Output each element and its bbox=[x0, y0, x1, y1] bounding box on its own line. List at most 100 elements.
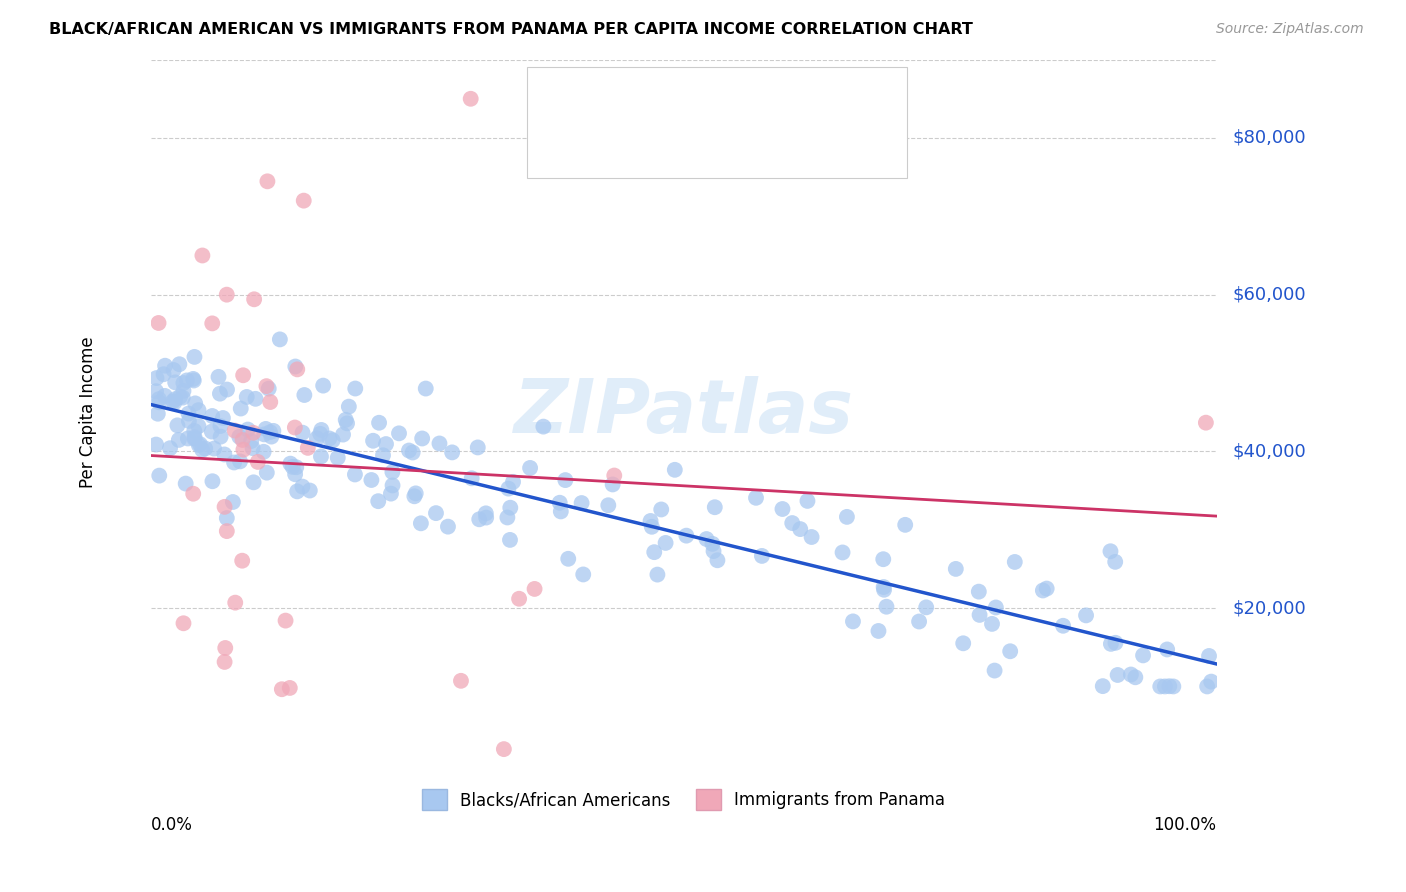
Point bbox=[153, 389, 176, 403]
Point bbox=[371, 448, 394, 462]
Point bbox=[215, 511, 238, 525]
Point bbox=[181, 372, 204, 386]
Point bbox=[1052, 619, 1074, 633]
Point bbox=[153, 359, 176, 373]
Point bbox=[254, 379, 277, 393]
Point bbox=[872, 580, 894, 594]
Point bbox=[405, 486, 427, 500]
Point bbox=[336, 417, 359, 431]
Point bbox=[292, 388, 315, 402]
Point bbox=[1199, 674, 1222, 689]
Point bbox=[800, 530, 823, 544]
Point bbox=[284, 359, 307, 374]
Point bbox=[253, 444, 276, 458]
Point bbox=[246, 455, 269, 469]
Point bbox=[981, 616, 1004, 631]
Point bbox=[146, 407, 169, 421]
Point bbox=[262, 424, 284, 438]
Text: N = 199: N = 199 bbox=[759, 84, 834, 102]
Point bbox=[183, 374, 205, 388]
Point bbox=[177, 432, 200, 446]
Point bbox=[706, 553, 728, 567]
Point bbox=[602, 477, 624, 491]
Point bbox=[183, 430, 205, 444]
Point bbox=[242, 441, 264, 455]
Point bbox=[245, 392, 267, 406]
Point bbox=[332, 427, 354, 442]
Point bbox=[172, 376, 194, 390]
Point bbox=[375, 437, 398, 451]
Point bbox=[183, 424, 205, 438]
Point bbox=[1104, 555, 1126, 569]
Point bbox=[291, 480, 314, 494]
Point bbox=[945, 562, 967, 576]
Point bbox=[1132, 648, 1154, 663]
Point bbox=[344, 382, 367, 396]
Point bbox=[367, 494, 389, 508]
Point bbox=[169, 357, 191, 371]
Point bbox=[242, 475, 264, 490]
Point bbox=[232, 368, 254, 383]
Point bbox=[1032, 583, 1054, 598]
Point bbox=[1119, 667, 1142, 681]
Point bbox=[145, 384, 167, 399]
Point bbox=[166, 418, 188, 433]
Point bbox=[450, 673, 472, 688]
Point bbox=[177, 407, 200, 421]
Point bbox=[425, 506, 447, 520]
Point bbox=[232, 442, 254, 457]
Point bbox=[259, 395, 281, 409]
Point bbox=[209, 419, 232, 434]
Point bbox=[437, 519, 460, 533]
Point bbox=[187, 419, 209, 434]
Point bbox=[318, 432, 340, 446]
Text: R = -0.133: R = -0.133 bbox=[583, 128, 673, 146]
Point bbox=[215, 524, 238, 538]
Text: 0.0%: 0.0% bbox=[150, 815, 193, 834]
Point bbox=[148, 392, 170, 406]
Point bbox=[256, 174, 278, 188]
Point bbox=[1195, 416, 1218, 430]
Point bbox=[983, 664, 1005, 678]
Point bbox=[214, 640, 236, 655]
Point bbox=[291, 425, 314, 440]
Point bbox=[1154, 680, 1177, 694]
Point bbox=[228, 430, 250, 444]
Point bbox=[177, 414, 200, 428]
Text: Per Capita Income: Per Capita Income bbox=[80, 336, 97, 488]
Point bbox=[460, 92, 482, 106]
Point bbox=[253, 427, 276, 442]
Text: ZIPatlas: ZIPatlas bbox=[513, 376, 853, 449]
Point bbox=[915, 600, 938, 615]
Point bbox=[368, 416, 391, 430]
Point bbox=[145, 371, 167, 385]
Point bbox=[508, 591, 530, 606]
Point bbox=[169, 390, 191, 404]
Point bbox=[571, 496, 593, 510]
Point bbox=[492, 742, 515, 756]
Point bbox=[554, 473, 576, 487]
Point bbox=[188, 437, 211, 451]
Point bbox=[1197, 680, 1219, 694]
Point bbox=[172, 391, 194, 405]
Point bbox=[1074, 608, 1097, 623]
Point bbox=[831, 545, 853, 559]
Point bbox=[256, 466, 278, 480]
Point bbox=[361, 434, 384, 448]
Point bbox=[1107, 668, 1129, 682]
Point bbox=[1035, 582, 1057, 596]
Text: Source: ZipAtlas.com: Source: ZipAtlas.com bbox=[1216, 22, 1364, 37]
Point bbox=[165, 392, 187, 407]
Point bbox=[475, 507, 498, 521]
Point bbox=[967, 584, 990, 599]
Point bbox=[224, 455, 246, 469]
Text: $20,000: $20,000 bbox=[1233, 599, 1306, 617]
Text: N =  36: N = 36 bbox=[759, 128, 827, 146]
Point bbox=[214, 500, 236, 514]
Point bbox=[429, 436, 451, 450]
Text: $40,000: $40,000 bbox=[1233, 442, 1306, 460]
Point bbox=[908, 615, 931, 629]
Text: 100.0%: 100.0% bbox=[1153, 815, 1216, 834]
Point bbox=[224, 424, 246, 438]
Point bbox=[224, 596, 246, 610]
